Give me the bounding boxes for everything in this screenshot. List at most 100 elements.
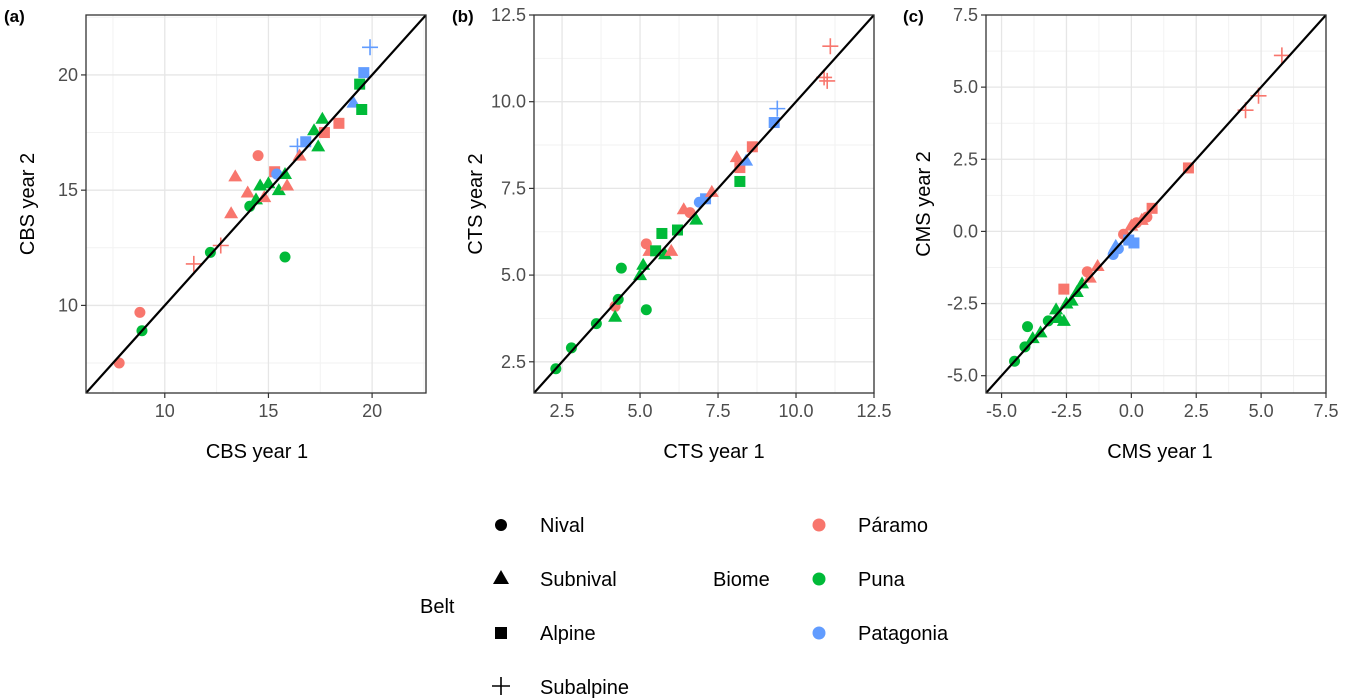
data-point-triangle: [240, 185, 255, 198]
data-point-square: [300, 136, 312, 148]
data-point-circle: [279, 251, 291, 263]
legend-biome-title: Biome: [713, 569, 770, 591]
legend-square-icon: [495, 627, 507, 639]
plot-area: -5.0 -2.5 0.0 2.5 5.0 7.5 -5.0 -2.5 0.0 2.5 5.0 7.5: [947, 5, 1339, 421]
plot-area: 2.5 5.0 7.5 10.0 12.5 2.5 5.0 7.5 10.0 12.5: [491, 5, 892, 421]
legend-entry-subalpine: Subalpine: [492, 677, 629, 699]
data-point-triangle: [280, 178, 295, 191]
y-tick-label: -5.0: [947, 366, 978, 386]
x-tick-label: 5.0: [1249, 401, 1274, 421]
data-point-triangle: [228, 169, 243, 182]
data-point-triangle: [658, 247, 673, 260]
data-point-plus: [1273, 47, 1290, 64]
data-point-plus: [822, 38, 839, 55]
y-tick-label: 10.0: [491, 92, 526, 112]
legend-belts: Nival Subnival Alpine Subalpine: [492, 515, 629, 699]
data-point-triangle: [224, 206, 239, 219]
panel-border: [533, 14, 875, 394]
legend-paramo-dot-icon: [812, 518, 826, 532]
data-point-triangle: [729, 150, 744, 163]
data-point-circle: [252, 150, 264, 162]
x-tick-label: 15: [258, 401, 278, 421]
data-point-square: [746, 141, 758, 153]
legend-label-patagonia: Patagonia: [858, 623, 949, 645]
data-point-triangle: [1025, 331, 1040, 344]
y-tick-label: 5.0: [953, 77, 978, 97]
y-tick-label: -2.5: [947, 294, 978, 314]
x-tick-label: 7.5: [706, 401, 731, 421]
legend-label-nival: Nival: [540, 515, 584, 537]
panel-label-c: (c): [903, 7, 924, 26]
legend-patagonia-dot-icon: [812, 626, 826, 640]
y-tick-label: 2.5: [953, 149, 978, 169]
data-point-square: [318, 127, 330, 139]
data-point-plus: [819, 72, 836, 89]
legend-entry-puna: Puna: [812, 569, 906, 591]
legend-belt-title: Belt: [420, 596, 455, 618]
y-tick-label: 5.0: [501, 265, 526, 285]
data-point-square: [354, 78, 366, 90]
data-point-circle: [640, 304, 652, 316]
x-tick-label: 5.0: [628, 401, 653, 421]
x-tick-label: -5.0: [986, 401, 1017, 421]
y-tick-label: 10: [58, 295, 78, 315]
panel-label-a: (a): [4, 7, 25, 26]
data-point-triangle: [689, 212, 704, 225]
data-point-plus: [185, 255, 202, 272]
data-point-square: [356, 104, 368, 115]
legend-label-subalpine: Subalpine: [540, 677, 629, 699]
x-tick-label: 0.0: [1119, 401, 1144, 421]
y-axis-title-a: CBS year 2: [17, 153, 39, 255]
data-point-circle: [565, 342, 577, 354]
data-point-square: [358, 67, 370, 79]
data-point-triangle: [1056, 313, 1071, 326]
panel-border: [985, 14, 1327, 394]
data-point-triangle: [271, 183, 286, 196]
y-tick-label: 7.5: [953, 5, 978, 25]
x-tick-label: 12.5: [856, 401, 891, 421]
data-point-square: [700, 193, 712, 205]
data-point-triangle: [608, 309, 623, 322]
legend-puna-dot-icon: [812, 572, 826, 586]
data-point-triangle: [307, 123, 322, 136]
x-tick-label: 7.5: [1313, 401, 1338, 421]
legend-circle-icon: [495, 519, 507, 531]
data-point-circle: [1042, 315, 1054, 327]
y-axis-title-c: CMS year 2: [913, 151, 935, 257]
y-tick-label: 15: [58, 180, 78, 200]
legend-label-paramo: Páramo: [858, 515, 928, 537]
legend-label-alpine: Alpine: [540, 623, 596, 645]
x-tick-label: 2.5: [550, 401, 575, 421]
x-axis-title-c: CMS year 1: [1107, 441, 1213, 463]
legend-entry-paramo: Páramo: [812, 515, 928, 537]
data-point-plus: [212, 237, 229, 254]
data-point-square: [768, 117, 780, 129]
legend-triangle-icon: [493, 570, 509, 584]
data-point-square: [1128, 237, 1140, 249]
panel-c: (c) CMS year 1 CMS year 2 -5.0 -2.5 0.0 2.5…: [903, 5, 1339, 463]
data-point-triangle: [704, 184, 719, 197]
legend-biomes: Páramo Puna Patagonia: [812, 515, 949, 645]
x-tick-label: 2.5: [1184, 401, 1209, 421]
y-axis-title-b: CTS year 2: [465, 153, 487, 254]
data-point-circle: [134, 306, 146, 318]
data-point-circle: [1022, 321, 1034, 333]
points: [550, 38, 839, 375]
legend-entry-alpine: Alpine: [495, 623, 596, 645]
data-point-square: [734, 162, 746, 174]
panel-label-b: (b): [452, 7, 474, 26]
panel-a: (a) CBS year 1 CBS year 2 10 15 20 10 15 20: [4, 7, 427, 463]
legend-label-puna: Puna: [858, 569, 906, 591]
data-point-square: [656, 227, 668, 239]
legend: Belt Nival Subnival Alpine Subalpine Bio…: [420, 515, 949, 699]
plot-area: 10 15 20 10 15 20: [58, 14, 427, 421]
data-point-plus: [362, 39, 379, 56]
legend-entry-patagonia: Patagonia: [812, 623, 949, 645]
y-tick-label: 12.5: [491, 5, 526, 25]
data-point-triangle: [315, 111, 330, 124]
x-axis-title-b: CTS year 1: [663, 441, 764, 463]
y-tick-label: 2.5: [501, 352, 526, 372]
data-point-triangle: [664, 243, 679, 256]
data-point-circle: [1019, 341, 1031, 353]
data-point-triangle: [1075, 276, 1090, 289]
